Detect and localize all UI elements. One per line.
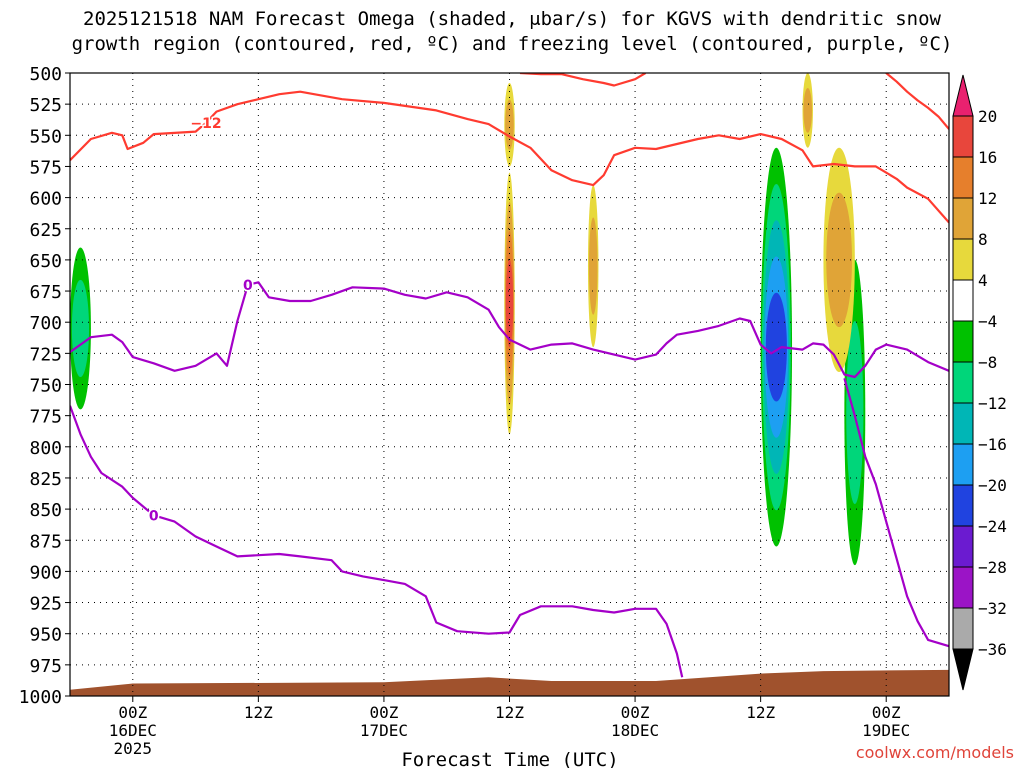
y-tick-label-900: 900 xyxy=(29,562,62,583)
colorbar-label-12: −32 xyxy=(978,599,1007,618)
colorbar-label-2: 12 xyxy=(978,189,997,208)
colorbar-label-4: 4 xyxy=(978,271,988,290)
y-tick-label-825: 825 xyxy=(29,469,62,490)
contour-minus12C_top xyxy=(519,73,647,87)
y-tick-label-725: 725 xyxy=(29,344,62,365)
colorbar-segment-6 xyxy=(952,320,974,363)
y-tick-label-775: 775 xyxy=(29,407,62,428)
x-tick-date-6: 16DEC xyxy=(109,721,157,740)
colorbar-segment-13 xyxy=(952,607,974,650)
grid xyxy=(70,73,949,696)
colorbar-segment-9 xyxy=(952,443,974,486)
contour-label-zeroC: 0 xyxy=(243,278,253,294)
omega-ascent-06Z17Dec-level-1 xyxy=(505,99,514,150)
contour-zeroC xyxy=(70,281,949,379)
y-tick-label-800: 800 xyxy=(29,438,62,459)
colorbar-label-10: −24 xyxy=(978,517,1007,536)
colorbar-label-7: −12 xyxy=(978,394,1007,413)
colorbar-label-1: 16 xyxy=(978,148,997,167)
contour-minus12C_right xyxy=(885,73,949,130)
terrain-fill xyxy=(70,669,949,696)
y-tick-label-600: 600 xyxy=(29,189,62,210)
x-tick-year-6: 2025 xyxy=(114,739,153,758)
colorbar-segment-5 xyxy=(952,279,974,322)
colorbar-segment-7 xyxy=(952,361,974,404)
y-tick-label-625: 625 xyxy=(29,220,62,241)
y-tick-label-525: 525 xyxy=(29,95,62,116)
y-tick-label-575: 575 xyxy=(29,157,62,178)
colorbar-segment-4 xyxy=(952,238,974,281)
contour-minus12C xyxy=(70,90,949,224)
terrain xyxy=(70,669,949,696)
omega-ascent-right-level-1 xyxy=(826,192,852,328)
contour-label-zeroC_lower: 0 xyxy=(149,508,159,524)
x-tick-label-42: 12Z xyxy=(495,703,524,722)
x-tick-label-6: 00Z xyxy=(118,703,147,722)
contour-zeroC_lower xyxy=(70,405,684,678)
x-tick-label-78: 00Z xyxy=(872,703,901,722)
y-tick-label-675: 675 xyxy=(29,282,62,303)
y-tick-label-550: 550 xyxy=(29,126,62,147)
colorbar-label-6: −8 xyxy=(978,353,997,372)
contour-label-minus12C: −12 xyxy=(190,116,221,132)
omega-sinking-left-level-1 xyxy=(71,279,90,378)
colorbar-segment-10 xyxy=(952,484,974,527)
x-axis-label: Forecast Time (UTC) xyxy=(401,749,618,768)
colorbar-label-3: 8 xyxy=(978,230,988,249)
colorbar-segment-8 xyxy=(952,402,974,445)
y-tick-label-950: 950 xyxy=(29,625,62,646)
colorbar-arrow-bottom xyxy=(952,648,974,691)
colorbar-arrow-top xyxy=(952,74,974,117)
y-tick-label-1000: 1000 xyxy=(19,687,62,708)
omega-ascent-left-top-level-1 xyxy=(803,87,813,133)
omega-ascent-18Z17Dec-level-1 xyxy=(588,217,598,315)
colorbar-label-0: 20 xyxy=(978,107,997,126)
colorbar-segment-2 xyxy=(952,156,974,199)
x-tick-label-66: 12Z xyxy=(746,703,775,722)
y-tick-label-750: 750 xyxy=(29,376,62,397)
chart-title-line-1: 2025121518 NAM Forecast Omega (shaded, μ… xyxy=(83,8,941,30)
chart-title-line-2: growth region (contoured, red, ºC) and f… xyxy=(71,33,953,55)
y-axis: 500 525 550 575 600 625 650 675 700 725 750 775 800 8… xyxy=(19,64,70,708)
credit[interactable]: coolwx.com/models xyxy=(855,743,1014,762)
x-tick-label-30: 00Z xyxy=(369,703,398,722)
colorbar-segment-1 xyxy=(952,115,974,158)
colorbar-label-13: −36 xyxy=(978,640,1007,659)
contour-zeroC_right xyxy=(843,378,949,648)
y-tick-label-875: 875 xyxy=(29,531,62,552)
y-tick-label-975: 975 xyxy=(29,656,62,677)
colorbar-label-11: −28 xyxy=(978,558,1007,577)
colorbar-segment-3 xyxy=(952,197,974,240)
y-tick-label-700: 700 xyxy=(29,313,62,334)
x-tick-date-30: 17DEC xyxy=(360,721,408,740)
colorbar: 20 16 12 8 4 −4 −8 −12 −16 −20 −24 −28 −32 −36 xyxy=(952,74,1007,691)
colorbar-label-9: −20 xyxy=(978,476,1007,495)
y-tick-label-500: 500 xyxy=(29,64,62,85)
x-tick-label-54: 00Z xyxy=(621,703,650,722)
colorbar-segment-12 xyxy=(952,566,974,609)
omega-sinking-12Z18Dec-level-4 xyxy=(765,292,787,402)
x-tick-label-18: 12Z xyxy=(244,703,273,722)
x-tick-date-78: 19DEC xyxy=(862,721,910,740)
colorbar-label-8: −16 xyxy=(978,435,1007,454)
y-tick-label-925: 925 xyxy=(29,594,62,615)
colorbar-label-5: −4 xyxy=(978,312,997,331)
colorbar-segment-11 xyxy=(952,525,974,568)
y-tick-label-650: 650 xyxy=(29,251,62,272)
contours: −12 0 0 xyxy=(70,73,949,678)
x-tick-date-54: 18DEC xyxy=(611,721,659,740)
y-tick-label-850: 850 xyxy=(29,500,62,521)
omega-ascent-12Z17Dec-level-3 xyxy=(505,259,514,348)
